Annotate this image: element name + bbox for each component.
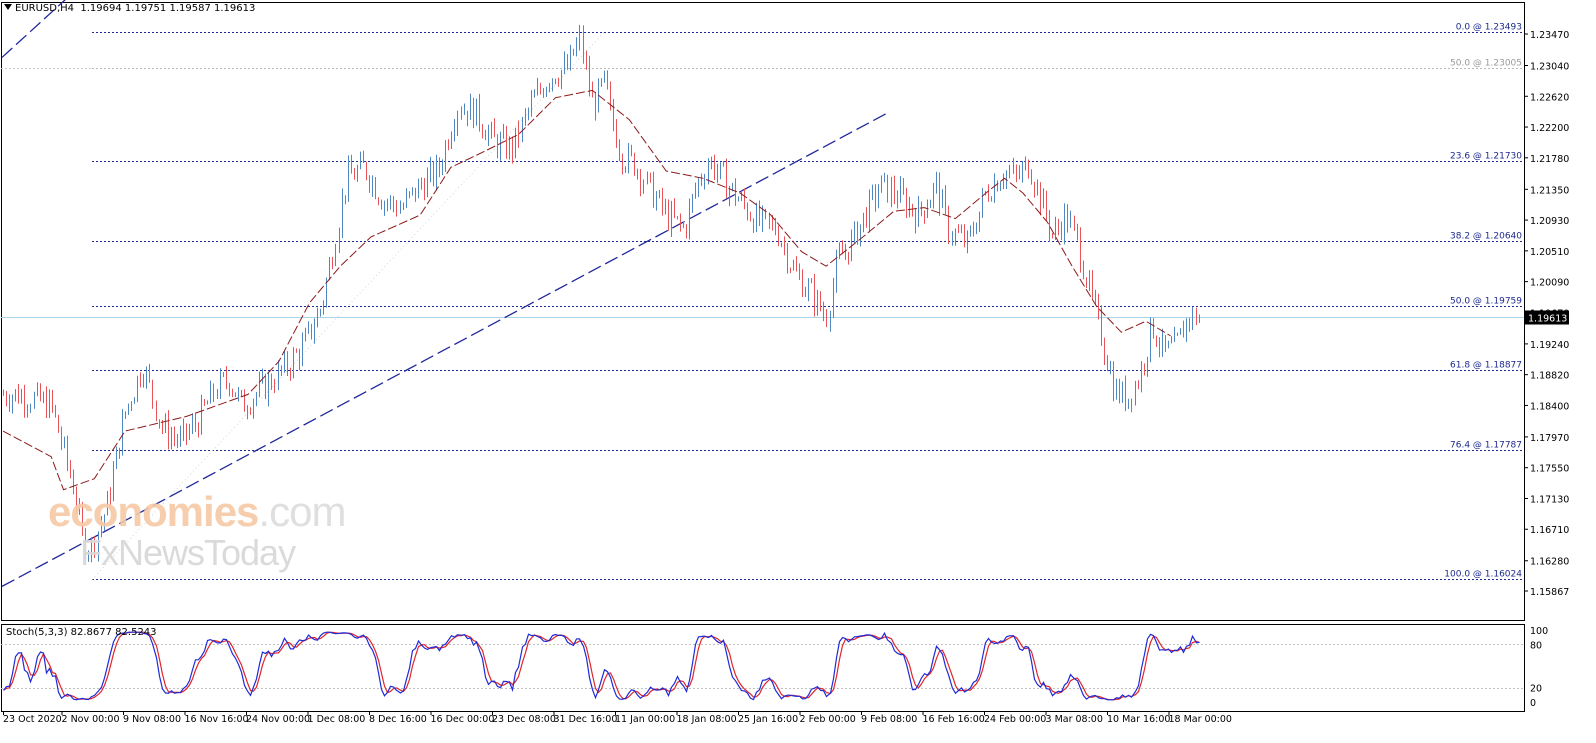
fib-level-label: 38.2 @ 1.20640 — [1450, 232, 1522, 242]
low-value: 1.19587 — [169, 3, 211, 14]
time-tick-label: 2 Nov 00:00 — [62, 714, 120, 725]
candles — [3, 24, 1200, 563]
time-tick-label: 9 Nov 08:00 — [123, 714, 181, 725]
time-axis: 23 Oct 2020 2 Nov 00:00 9 Nov 08:00 16 Nov … — [3, 711, 1232, 725]
price-tick-label: 1.17970 — [1530, 433, 1569, 444]
price-tick-label: 1.17130 — [1530, 494, 1569, 505]
time-tick-label: 18 Mar 00:00 — [1169, 714, 1232, 725]
fib-level-label: 100.0 @ 1.16024 — [1444, 570, 1522, 580]
price-tick-label: 1.23470 — [1530, 30, 1569, 41]
time-tick-label: 3 Mar 08:00 — [1046, 714, 1103, 725]
close-value: 1.19613 — [214, 3, 256, 14]
time-tick-label: 9 Feb 08:00 — [861, 714, 917, 725]
dropdown-triangle-icon[interactable] — [4, 4, 12, 10]
stochastic-tick-label: 100 — [1530, 626, 1548, 637]
stochastic-tick-label: 20 — [1530, 684, 1542, 695]
stochastic-panel: 100 80 20 0 — [1, 626, 1548, 709]
upper-trendline — [1, 0, 66, 58]
price-tick-label: 1.18400 — [1530, 401, 1569, 412]
watermark-sub: FxNewsToday — [80, 532, 296, 573]
time-tick-label: 23 Oct 2020 — [3, 714, 62, 725]
fib-level-label: 0.0 @ 1.23493 — [1456, 23, 1522, 33]
time-tick-label: 24 Feb 00:00 — [984, 714, 1046, 725]
stochastic-signal-line — [3, 631, 1200, 701]
current-price-label: 1.19613 — [1528, 314, 1567, 325]
price-axis: 1.23470 1.23040 1.22620 1.22200 1.21780 1.213… — [1524, 30, 1569, 598]
high-value: 1.19751 — [124, 3, 167, 14]
fib-level-label: 50.0 @ 1.19759 — [1450, 297, 1522, 307]
price-tick-label: 1.20510 — [1530, 247, 1569, 258]
price-tick-label: 1.20930 — [1530, 216, 1569, 227]
time-tick-label: 10 Mar 16:00 — [1107, 714, 1170, 725]
price-tick-label: 1.21780 — [1530, 154, 1569, 165]
stochastic-header: Stoch(5,3,3) 82.8677 82.5243 — [6, 627, 157, 638]
time-tick-label: 18 Jan 08:00 — [677, 714, 737, 725]
time-tick-label: 24 Nov 00:00 — [246, 714, 310, 725]
price-tick-label: 1.18820 — [1530, 371, 1569, 382]
fib-level-label: 61.8 @ 1.18877 — [1450, 361, 1522, 371]
time-tick-label: 31 Dec 16:00 — [554, 714, 618, 725]
time-tick-label: 2 Feb 00:00 — [800, 714, 856, 725]
time-tick-label: 25 Jan 16:00 — [738, 714, 798, 725]
ascending-trendline — [1, 112, 888, 587]
price-tick-label: 1.19240 — [1530, 340, 1569, 351]
symbol-label: EURUSD,H4 — [15, 3, 75, 14]
stochastic-main-line — [3, 631, 1200, 701]
moving-average-line — [2, 89, 1171, 491]
price-tick-label: 1.22620 — [1530, 92, 1569, 103]
main-panel-frame — [1, 2, 1525, 621]
price-tick-label: 1.21350 — [1530, 185, 1569, 196]
price-tick-label: 1.16280 — [1530, 557, 1569, 568]
fib-level-label: 76.4 @ 1.17787 — [1450, 441, 1522, 451]
time-tick-label: 16 Dec 00:00 — [431, 714, 495, 725]
time-tick-label: 1 Dec 08:00 — [308, 714, 366, 725]
watermark-brand-suffix: .com — [258, 488, 346, 535]
fib-level-label: 50.0 @ 1.23005 — [1450, 59, 1522, 69]
fibonacci-levels: 0.0 @ 1.23493 50.0 @ 1.23005 23.6 @ 1.2173… — [92, 23, 1524, 580]
current-price-box — [1525, 310, 1569, 325]
price-tick-label: 1.15867 — [1530, 587, 1569, 598]
watermark-brand: economies.com — [48, 488, 346, 536]
price-tick-label: 1.23040 — [1530, 62, 1569, 73]
stochastic-tick-label: 0 — [1530, 698, 1536, 709]
fib-level-label: 23.6 @ 1.21730 — [1450, 152, 1522, 162]
stochastic-panel-frame — [1, 624, 1525, 712]
price-tick-label: 1.17550 — [1530, 464, 1569, 475]
open-value: 1.19694 — [80, 3, 122, 14]
watermark-brand-main: economies — [48, 488, 259, 535]
chart-header: EURUSD,H4 1.19694 1.19751 1.19587 1.1961… — [4, 3, 255, 14]
time-tick-label: 16 Feb 16:00 — [923, 714, 985, 725]
stochastic-tick-label: 80 — [1530, 640, 1542, 651]
time-tick-label: 8 Dec 16:00 — [369, 714, 427, 725]
price-tick-label: 1.20090 — [1530, 278, 1569, 289]
time-tick-label: 16 Nov 16:00 — [185, 714, 249, 725]
time-tick-label: 23 Dec 08:00 — [492, 714, 556, 725]
time-tick-label: 11 Jan 00:00 — [615, 714, 675, 725]
price-tick-label: 1.22200 — [1530, 123, 1569, 134]
price-tick-label: 1.16710 — [1530, 525, 1569, 536]
